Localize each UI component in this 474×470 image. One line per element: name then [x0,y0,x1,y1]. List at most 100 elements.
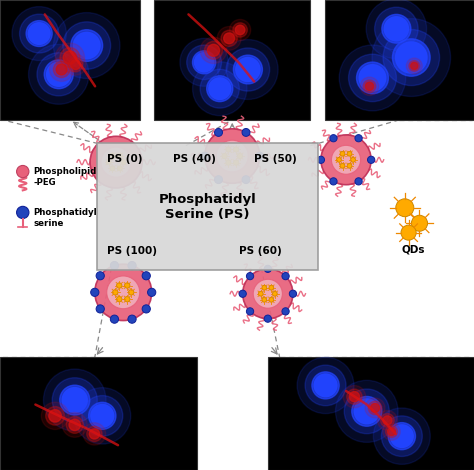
Circle shape [356,62,388,94]
Circle shape [26,21,52,47]
Text: PS (50): PS (50) [254,154,296,164]
Circle shape [346,389,362,404]
Circle shape [91,405,114,427]
Circle shape [66,416,83,433]
Circle shape [224,33,235,44]
Text: Phospholipid
-PEG: Phospholipid -PEG [33,167,96,187]
Bar [0,357,197,470]
Circle shape [226,147,231,152]
Text: PS (40): PS (40) [173,154,216,164]
Circle shape [384,17,409,41]
Circle shape [194,53,214,72]
Circle shape [60,385,90,415]
Circle shape [321,135,371,185]
Circle shape [121,160,126,164]
Circle shape [374,7,418,50]
Circle shape [205,129,260,183]
Circle shape [382,15,411,43]
Text: Phosphatidyl
Serine (PS): Phosphatidyl Serine (PS) [158,193,256,221]
Circle shape [200,37,227,63]
Circle shape [282,308,289,315]
Circle shape [246,308,254,315]
Circle shape [383,416,392,425]
Text: PS (60): PS (60) [239,246,282,256]
Circle shape [269,298,273,302]
Circle shape [46,407,64,425]
Circle shape [243,269,293,319]
Circle shape [128,290,134,295]
Circle shape [83,423,106,445]
Circle shape [355,134,362,142]
Circle shape [264,315,272,322]
Bar [325,0,474,120]
Circle shape [222,153,227,159]
Circle shape [215,128,222,136]
Circle shape [226,160,231,165]
Circle shape [360,77,379,95]
Circle shape [89,402,116,430]
Text: Phosphatidyl
serine: Phosphatidyl serine [33,208,97,228]
Circle shape [192,62,247,116]
Circle shape [365,398,385,418]
Circle shape [50,58,73,81]
Circle shape [347,164,352,168]
Circle shape [96,272,104,280]
Circle shape [54,13,120,78]
Circle shape [142,305,150,313]
Circle shape [37,53,81,96]
Circle shape [264,265,272,273]
Circle shape [106,160,111,164]
Circle shape [410,63,418,70]
Circle shape [147,288,156,297]
Circle shape [388,423,416,450]
Circle shape [117,153,122,158]
Circle shape [396,42,427,73]
Circle shape [374,408,430,464]
Circle shape [355,178,362,185]
Circle shape [110,315,118,323]
Circle shape [44,60,73,89]
Circle shape [383,30,439,86]
Circle shape [65,54,86,75]
Circle shape [73,32,100,59]
Circle shape [366,0,427,59]
Circle shape [215,176,222,184]
Circle shape [368,401,382,415]
Circle shape [216,140,248,172]
Circle shape [282,273,289,280]
Circle shape [46,63,71,86]
Circle shape [62,413,87,437]
Circle shape [19,14,59,53]
Circle shape [344,389,389,434]
Circle shape [409,61,419,71]
Circle shape [349,392,359,402]
Circle shape [110,166,115,171]
Circle shape [41,402,69,430]
Circle shape [392,39,430,76]
Circle shape [242,128,250,136]
Text: PS (100): PS (100) [107,246,156,256]
Circle shape [107,276,140,309]
Circle shape [209,78,231,100]
Circle shape [371,403,380,413]
Circle shape [142,272,150,280]
Circle shape [226,48,270,91]
Circle shape [60,47,80,67]
Circle shape [28,44,89,104]
Circle shape [63,51,77,64]
Circle shape [229,19,251,40]
Circle shape [234,147,239,152]
Circle shape [82,396,123,436]
Circle shape [336,380,398,442]
Circle shape [406,58,422,74]
Circle shape [262,298,267,302]
Circle shape [331,145,361,174]
Circle shape [330,178,337,185]
Circle shape [262,285,267,290]
Circle shape [269,285,273,290]
Circle shape [71,30,103,62]
Circle shape [218,39,278,100]
Circle shape [112,290,118,295]
Circle shape [233,23,247,37]
Circle shape [56,64,67,75]
